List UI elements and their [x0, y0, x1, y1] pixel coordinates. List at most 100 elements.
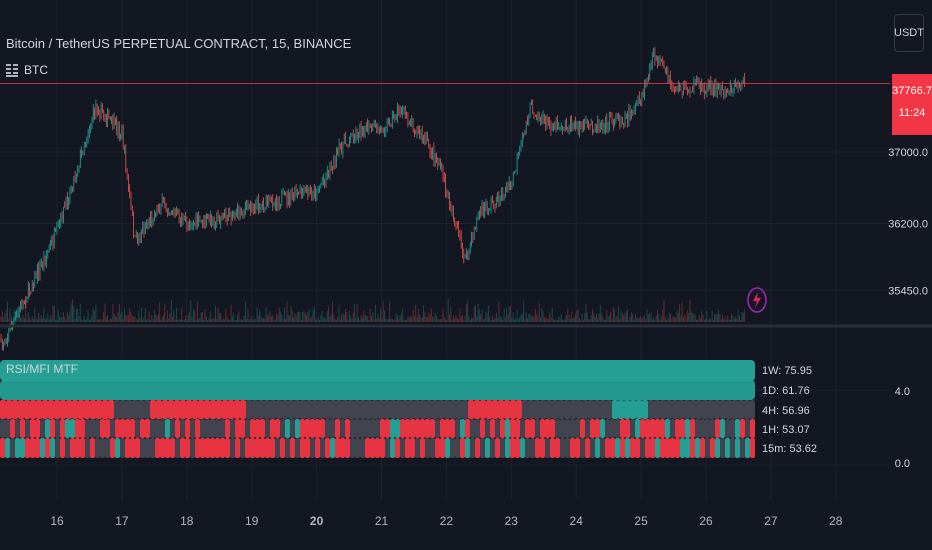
heatmap-cell [715, 438, 720, 458]
volume-bar [692, 313, 694, 322]
time-tick-label: 18 [180, 514, 194, 528]
volume-bar [568, 315, 570, 322]
volume-bar [113, 313, 115, 322]
volume-bar [298, 311, 300, 322]
heatmap-cell [280, 438, 285, 458]
heatmap-cell [345, 438, 350, 458]
volume-bar [166, 310, 168, 322]
volume-bar [391, 318, 393, 322]
heatmap-cell [150, 419, 155, 438]
volume-bar [439, 319, 441, 322]
volume-bar [87, 309, 89, 322]
volume-bar [139, 318, 141, 322]
heatmap-cell [42, 400, 48, 419]
volume-bar [482, 319, 484, 322]
volume-bar [681, 302, 683, 322]
heatmap-cell [612, 400, 618, 419]
volume-bar [404, 319, 406, 322]
volume-bar [724, 316, 726, 322]
volume-bar [257, 315, 259, 322]
volume-bar [684, 314, 686, 322]
timeframe-value-label: 15m: 53.62 [762, 443, 817, 455]
legend-settings-icon[interactable] [6, 63, 20, 77]
volume-bar [105, 316, 107, 322]
volume-bar [473, 306, 475, 322]
volume-bar [705, 318, 707, 322]
heatmap-cell [400, 419, 405, 438]
heatmap-cell [5, 419, 10, 438]
volume-bar [455, 315, 457, 322]
volume-bar [65, 319, 67, 322]
volume-bar [524, 319, 526, 322]
volume-bar [612, 306, 614, 322]
heatmap-cell [55, 419, 60, 438]
volume-bar [615, 318, 617, 322]
volume-bar [231, 316, 233, 322]
heatmap-cell [305, 438, 310, 458]
volume-bar [36, 319, 38, 322]
volume-bar [729, 319, 731, 322]
heatmap-cell [576, 400, 582, 419]
heatmap-cell [684, 400, 690, 419]
volume-bar [559, 317, 561, 322]
lightning-icon[interactable] [746, 286, 768, 314]
volume-bar [8, 318, 10, 322]
volume-bar [393, 319, 395, 322]
volume-bar [517, 319, 519, 322]
volume-bar [516, 309, 518, 322]
heatmap-cell [375, 438, 380, 458]
volume-bar [242, 319, 244, 322]
heatmap-cell [505, 438, 510, 458]
volume-bar [187, 315, 189, 322]
volume-bar [316, 319, 318, 322]
volume-bar [173, 309, 175, 322]
symbol-title[interactable]: Bitcoin / TetherUS PERPETUAL CONTRACT, 1… [6, 36, 352, 51]
heatmap-cell [50, 419, 55, 438]
volume-bar [686, 310, 688, 322]
volume-bar [163, 314, 164, 322]
volume-bar [432, 316, 434, 322]
volume-bar [381, 319, 383, 322]
heatmap-cell [174, 400, 180, 419]
heatmap-cell [390, 400, 396, 419]
heatmap-cell [230, 438, 235, 458]
heatmap-cell [300, 400, 306, 419]
volume-bar [147, 319, 149, 322]
heatmap-cell [492, 400, 498, 419]
volume-bar [380, 308, 382, 322]
volume-bar [679, 303, 681, 322]
volume-bar [597, 318, 599, 322]
heatmap-cell [325, 438, 330, 458]
heatmap-cell [498, 400, 504, 419]
volume-bar [508, 306, 510, 322]
volume-bar [556, 319, 558, 322]
heatmap-cell [65, 419, 70, 438]
volume-bar [204, 309, 206, 322]
volume-bar [693, 313, 695, 322]
volume-bar [329, 316, 331, 322]
price-tick-label: 37000.0 [888, 147, 928, 159]
volume-bar [495, 312, 497, 322]
heatmap-cell [625, 419, 630, 438]
volume-bar [118, 303, 120, 322]
heatmap-cell [714, 400, 720, 419]
volume-bar [394, 319, 396, 322]
heatmap-cell [690, 419, 695, 438]
volume-bar [272, 314, 274, 322]
series-legend[interactable]: BTC [6, 63, 48, 77]
heatmap-cell [475, 438, 480, 458]
volume-bar [562, 319, 564, 322]
heatmap-cell [460, 438, 465, 458]
volume-bar [662, 309, 664, 322]
heatmap-cell [355, 438, 360, 458]
heatmap-cell [695, 438, 700, 458]
indicator-title[interactable]: RSI/MFI MTF [6, 362, 78, 376]
currency-button[interactable]: USDT [894, 14, 924, 52]
volume-bar [523, 301, 525, 322]
heatmap-cell [384, 400, 390, 419]
volume-bar [411, 316, 413, 322]
volume-bar [334, 319, 336, 322]
heatmap-cell [225, 438, 230, 458]
volume-bar [61, 317, 63, 322]
